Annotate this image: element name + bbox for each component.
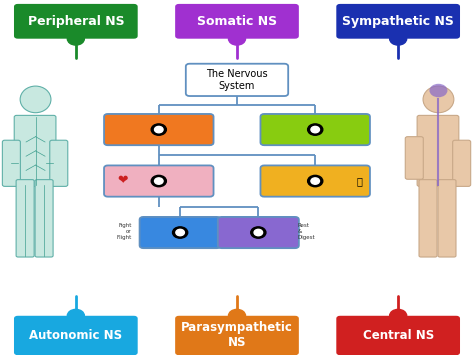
- FancyBboxPatch shape: [438, 180, 456, 257]
- Circle shape: [176, 229, 184, 236]
- Circle shape: [67, 309, 84, 322]
- Text: Parasympathetic
NS: Parasympathetic NS: [181, 322, 293, 349]
- Text: Autonomic NS: Autonomic NS: [29, 329, 122, 342]
- FancyBboxPatch shape: [175, 4, 299, 39]
- FancyBboxPatch shape: [139, 217, 220, 248]
- Text: Central NS: Central NS: [363, 329, 434, 342]
- FancyBboxPatch shape: [417, 115, 459, 186]
- Text: The Nervous
System: The Nervous System: [206, 69, 268, 91]
- FancyBboxPatch shape: [175, 316, 299, 355]
- Text: Sympathetic NS: Sympathetic NS: [342, 15, 454, 28]
- FancyBboxPatch shape: [419, 180, 437, 257]
- Circle shape: [308, 175, 323, 187]
- Circle shape: [311, 178, 319, 184]
- Circle shape: [173, 227, 188, 238]
- FancyBboxPatch shape: [104, 165, 213, 197]
- Circle shape: [155, 126, 163, 133]
- FancyBboxPatch shape: [261, 114, 370, 145]
- FancyBboxPatch shape: [453, 140, 471, 186]
- Text: Rest
&
Digest: Rest & Digest: [298, 223, 315, 240]
- Ellipse shape: [423, 86, 454, 113]
- Text: 🫀: 🫀: [15, 142, 56, 209]
- FancyBboxPatch shape: [104, 114, 213, 145]
- Ellipse shape: [429, 84, 447, 97]
- FancyBboxPatch shape: [336, 316, 460, 355]
- FancyBboxPatch shape: [14, 316, 138, 355]
- Text: 🍦: 🍦: [356, 176, 362, 186]
- FancyBboxPatch shape: [261, 165, 370, 197]
- FancyBboxPatch shape: [16, 180, 34, 257]
- Circle shape: [311, 126, 319, 133]
- Text: Somatic NS: Somatic NS: [197, 15, 277, 28]
- FancyBboxPatch shape: [35, 180, 53, 257]
- Circle shape: [254, 229, 263, 236]
- Circle shape: [228, 309, 246, 322]
- Circle shape: [308, 124, 323, 135]
- Circle shape: [151, 175, 166, 187]
- Circle shape: [390, 32, 407, 45]
- FancyBboxPatch shape: [186, 64, 288, 96]
- Circle shape: [67, 32, 84, 45]
- FancyBboxPatch shape: [336, 4, 460, 39]
- Circle shape: [390, 309, 407, 322]
- Circle shape: [228, 32, 246, 45]
- Circle shape: [151, 124, 166, 135]
- Text: ❤: ❤: [117, 175, 128, 187]
- FancyBboxPatch shape: [14, 4, 138, 39]
- FancyBboxPatch shape: [218, 217, 299, 248]
- FancyBboxPatch shape: [50, 140, 68, 186]
- Text: Peripheral NS: Peripheral NS: [27, 15, 124, 28]
- Ellipse shape: [20, 86, 51, 113]
- Circle shape: [155, 178, 163, 184]
- FancyBboxPatch shape: [2, 140, 20, 186]
- Text: Fight
or
Flight: Fight or Flight: [117, 223, 132, 240]
- Circle shape: [251, 227, 266, 238]
- FancyBboxPatch shape: [405, 137, 423, 179]
- FancyBboxPatch shape: [14, 115, 56, 186]
